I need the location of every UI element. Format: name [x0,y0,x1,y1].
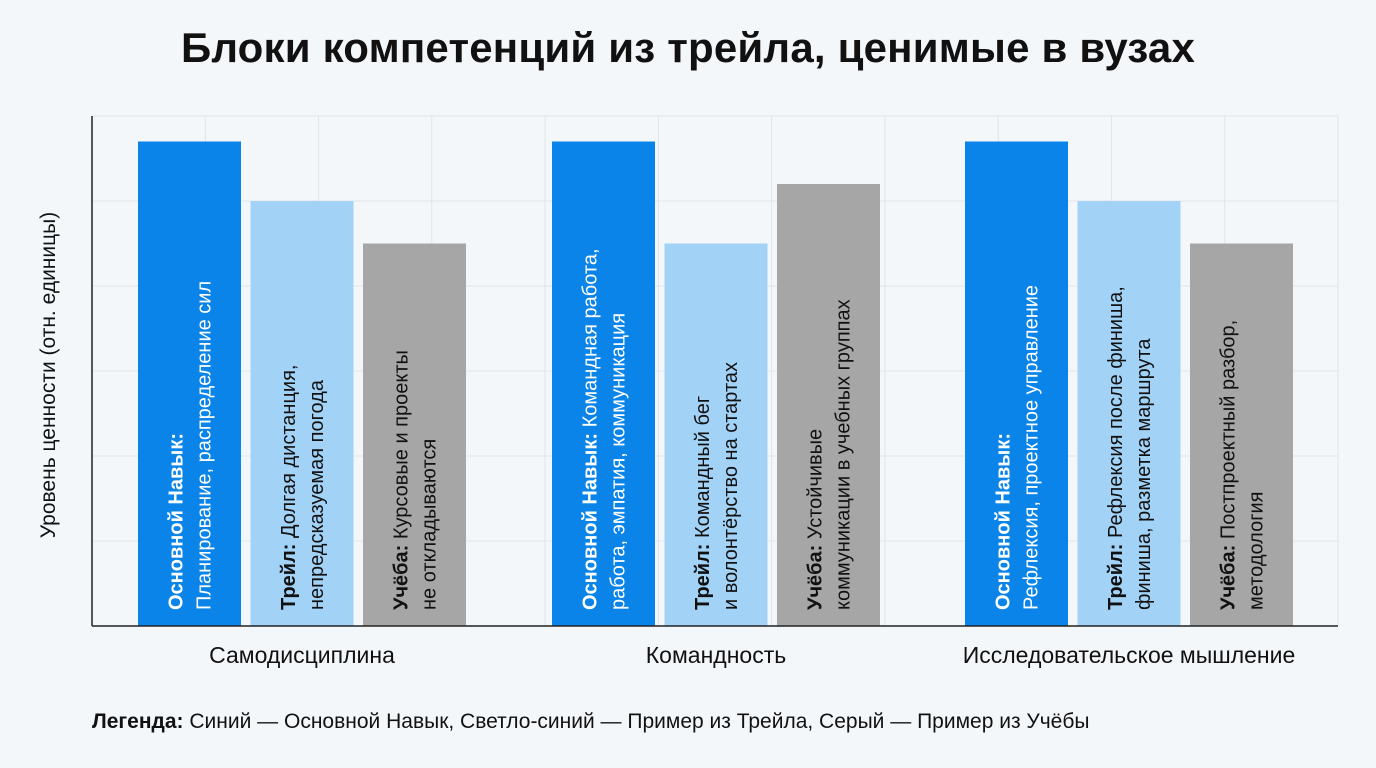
bar [965,141,1068,626]
bar-label: работа, эмпатия, коммуникация [608,313,630,610]
bar [1190,243,1293,626]
bars [138,141,1293,626]
bar-label: Учёба: Устойчивые [805,429,827,610]
bar-label: непредсказуемая погода [306,379,328,610]
x-tick-label: Командность [646,642,786,668]
x-tick-labels: Самодисциплина Командность Исследовательск… [209,642,1295,668]
bar-label: Основной Навык: Командная работа, [580,248,602,610]
bar-label: Основной Навык: [993,433,1015,610]
bar-labels: Основной Навык: Планирование, распределе… [166,248,1268,610]
bar-label: Планирование, распределение сил [194,281,216,610]
bar-label: Рефлексия, проектное управление [1021,285,1043,610]
bar-label: Трейл: Рефлексия после финиша, [1105,286,1127,610]
bar [138,141,241,626]
bar-label: Основной Навык: [166,433,188,610]
bar-label: Учёба: Курсовые и проекты [391,350,413,610]
bar-label: Учёба: Постпроектный разбор, [1218,320,1240,610]
bar-label: коммуникации в учебных группах [833,299,855,610]
bar [1077,201,1181,626]
bar [363,243,466,626]
axes [91,116,1338,627]
bar [777,184,880,626]
x-tick-label: Самодисциплина [209,642,395,668]
x-tick-label: Исследовательское мышление [963,642,1296,668]
legend: Легенда: Синий — Основной Навык, Светло-… [92,710,1089,734]
bar-label: методология [1246,492,1268,611]
bar [250,201,354,626]
bar-chart: Основной Навык: Планирование, распределе… [37,115,1339,668]
bar [552,141,655,626]
chart-title: Блоки компетенций из трейла, ценимые в в… [180,24,1196,71]
bar-label: не откладываются [419,439,441,610]
bar-label: Трейл: Долгая дистанция, [278,365,300,610]
bar-label: Трейл: Командный бег [692,396,714,610]
y-axis-label: Уровень ценности (отн. единицы) [37,212,60,539]
bar [664,243,768,626]
legend-title: Легенда: [92,710,184,733]
bar-label: финиша, разметка маршрута [1133,338,1155,610]
bar-label: и волонтёрство на стартах [720,362,742,610]
legend-text: Синий — Основной Навык, Светло-синий — П… [183,710,1090,733]
